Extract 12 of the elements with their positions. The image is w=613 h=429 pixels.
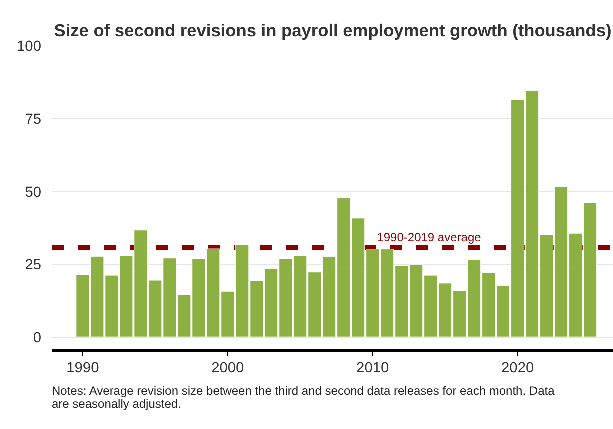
y-tick-label: 100 (17, 39, 42, 55)
y-tick-label: 50 (25, 184, 42, 201)
x-tick-label: 2020 (502, 360, 534, 376)
chart-title: Size of second revisions in payroll employment growth (thousands) (54, 20, 612, 40)
y-tick-label: 0 (33, 330, 42, 347)
text: Notes: Average revision size between the third and second data releases for each month. Data are seasonally adjusted. (52, 384, 556, 412)
x-tick-label: 2000 (212, 360, 244, 376)
y-tick-label: 25 (25, 258, 42, 274)
x-tick-label: 1990 (66, 360, 100, 376)
x-tick-label: 2010 (356, 360, 390, 376)
ref-line-label: 1990-2019 average (377, 230, 482, 245)
y-tick-label: 75 (25, 112, 42, 128)
